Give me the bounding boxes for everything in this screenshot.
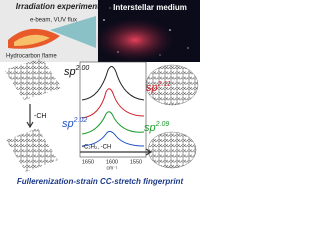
ism-label: Interstellar medium <box>113 3 187 12</box>
strained-sheet <box>6 128 58 172</box>
arrowhead <box>26 121 34 129</box>
spectrum-curve <box>81 88 145 119</box>
flux-label: e-beam, VUV flux <box>30 18 77 24</box>
irradiation-label: Irradiation experiments <box>16 2 105 11</box>
beam <box>50 16 96 48</box>
stars <box>103 7 189 56</box>
tick-label: 1550 <box>130 159 142 165</box>
fullerene-molecule <box>147 131 197 169</box>
axis-unit: cm⁻¹ <box>107 165 118 171</box>
caption: Fullerenization-strain CC-stretch finger… <box>17 177 184 186</box>
sp-label: sp2.00 <box>64 65 89 78</box>
spectrum-frame <box>79 61 147 158</box>
tick-label: 1650 <box>82 159 94 165</box>
arrowhead <box>145 148 153 156</box>
spectrum-curve <box>81 130 145 147</box>
spectrum-curve <box>81 111 145 135</box>
spectrum-curve <box>81 66 145 101</box>
step-label: -CH <box>34 113 46 120</box>
step-label: -C₂H₂, -CH <box>82 145 111 151</box>
sp-label: sp2.02 <box>62 117 87 130</box>
nebula <box>95 18 175 62</box>
flame-label: Hydrocarbon flame <box>6 54 57 60</box>
tick-label: 1600 <box>106 159 118 165</box>
sp-label: sp2.09 <box>144 121 169 134</box>
sp-label: sp2.11 <box>146 81 171 94</box>
graphene-sheet <box>4 58 62 100</box>
flame-core <box>14 34 50 46</box>
graphical-abstract: Irradiation experiments e-beam, VUV flux… <box>0 0 200 189</box>
